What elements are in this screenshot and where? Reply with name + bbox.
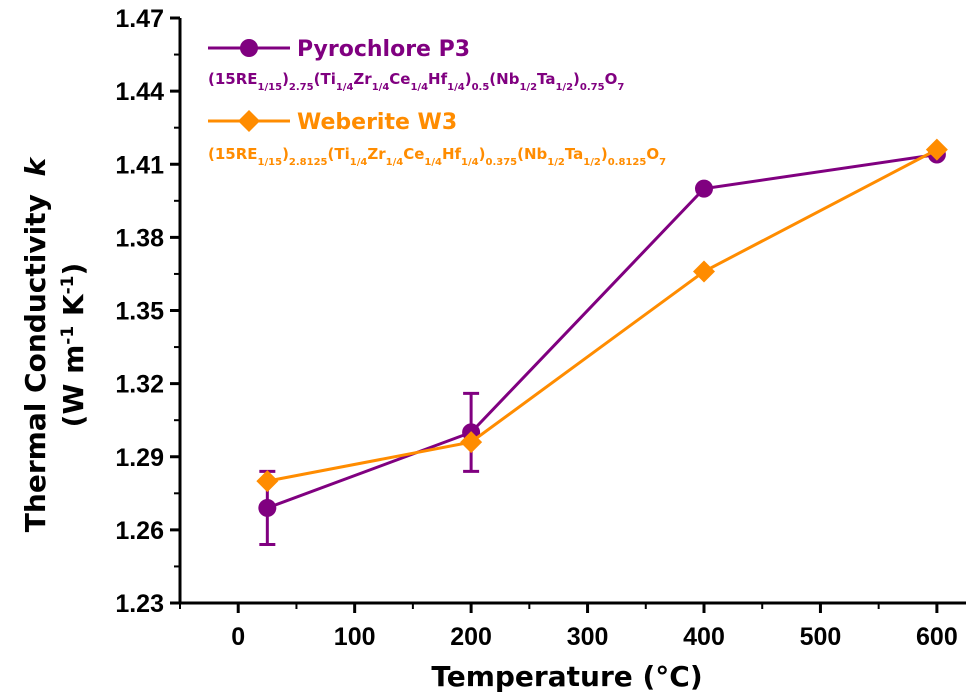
tick-labels: 0 100 200 300 400 500 600 1.23 1.26 1.29 1.32 1.35 1… bbox=[115, 5, 957, 651]
y-tick-label: 1.35 bbox=[115, 298, 164, 326]
y-tick-label: 1.41 bbox=[115, 151, 164, 179]
data-point bbox=[925, 138, 948, 161]
y-axis-title: Thermal Conductivity k (W m-1 K-1) bbox=[19, 155, 90, 532]
x-tick-label: 500 bbox=[800, 623, 842, 651]
data-point bbox=[695, 179, 713, 198]
svg-text:Thermal Conductivity k: Thermal Conductivity k bbox=[19, 155, 52, 532]
x-tick-label: 300 bbox=[567, 623, 609, 651]
legend-marker bbox=[240, 39, 258, 57]
legend-entry: Pyrochlore P3 (15RE1/15)2.75(Ti1/4Zr1/4Ce… bbox=[208, 37, 624, 93]
x-tick-label: 100 bbox=[334, 623, 376, 651]
y-tick-label: 1.44 bbox=[115, 78, 164, 106]
x-tick-label: 200 bbox=[450, 623, 492, 651]
x-axis-title: Temperature (°C) bbox=[431, 660, 702, 693]
series-line bbox=[266, 153, 938, 510]
y-axis-title-text: Thermal Conductivity bbox=[19, 194, 52, 532]
series-weberite-w3 bbox=[256, 138, 948, 493]
data-point bbox=[460, 431, 483, 454]
tick-marks bbox=[170, 16, 939, 613]
y-axis-title-units: (W m-1 K-1) bbox=[57, 263, 90, 428]
data-point bbox=[693, 260, 715, 283]
data-point bbox=[258, 498, 277, 517]
y-axis-title-symbol: k bbox=[19, 155, 52, 176]
legend: Pyrochlore P3 (15RE1/15)2.75(Ti1/4Zr1/4Ce… bbox=[208, 37, 666, 168]
legend-label: Weberite W3 bbox=[297, 110, 457, 135]
x-tick-label: 600 bbox=[916, 623, 958, 651]
y-tick-label: 1.26 bbox=[115, 517, 164, 545]
y-tick-label: 1.29 bbox=[115, 444, 164, 472]
legend-formula: (15RE1/15)2.75(Ti1/4Zr1/4Ce1/4Hf1/4)0.5(… bbox=[208, 70, 624, 93]
y-tick-label: 1.32 bbox=[115, 371, 164, 399]
x-tick-label: 0 bbox=[231, 623, 245, 651]
y-tick-label: 1.38 bbox=[115, 224, 164, 252]
y-tick-label: 1.47 bbox=[115, 5, 164, 33]
series-line bbox=[267, 148, 938, 483]
series-layer bbox=[256, 138, 948, 546]
axes bbox=[178, 18, 966, 605]
legend-marker bbox=[238, 110, 260, 132]
legend-entry: Weberite W3 (15RE1/15)2.8125(Ti1/4Zr1/4Ce… bbox=[208, 110, 666, 168]
y-tick-label: 1.23 bbox=[115, 590, 164, 618]
x-tick-label: 400 bbox=[683, 623, 725, 651]
legend-label: Pyrochlore P3 bbox=[297, 37, 470, 62]
data-point bbox=[256, 470, 279, 493]
legend-formula: (15RE1/15)2.8125(Ti1/4Zr1/4Ce1/4Hf1/4)0.… bbox=[208, 145, 666, 168]
